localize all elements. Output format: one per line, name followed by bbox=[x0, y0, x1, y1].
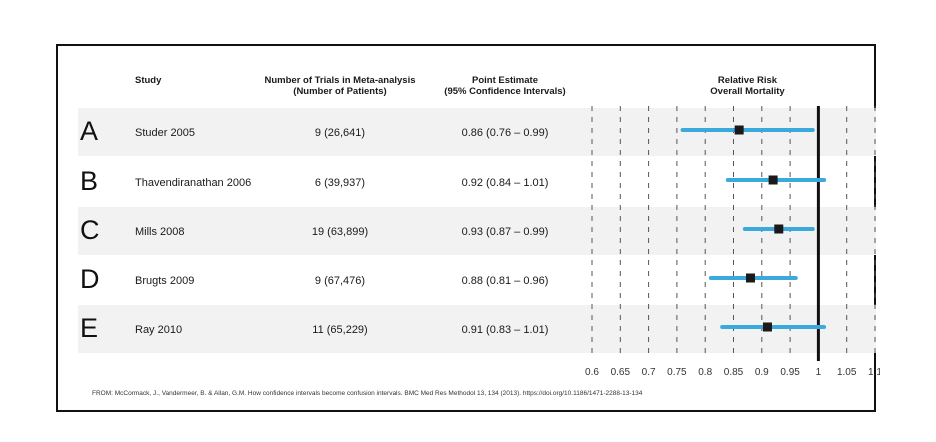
x-tick-label: 0.7 bbox=[642, 367, 656, 378]
x-tick-label: 1 bbox=[816, 367, 822, 378]
header-plot: Relative Risk Overall Mortality bbox=[660, 75, 835, 97]
x-tick-label: 0.75 bbox=[667, 367, 687, 378]
header-estimate-line1: Point Estimate bbox=[472, 75, 538, 86]
study-name: Thavendiranathan 2006 bbox=[135, 177, 252, 189]
header-estimate-line2: (95% Confidence Intervals) bbox=[444, 86, 566, 97]
header-study: Study bbox=[135, 75, 162, 86]
x-tick-label: 1.1 bbox=[868, 367, 880, 378]
x-tick-label: 0.8 bbox=[698, 367, 712, 378]
point-estimate: 0.91 (0.83 – 1.01) bbox=[461, 324, 549, 336]
point-estimate: 0.92 (0.84 – 1.01) bbox=[461, 177, 549, 189]
header-trials-line2: (Number of Patients) bbox=[293, 86, 387, 97]
row-letter: C bbox=[80, 215, 100, 245]
row-letter: B bbox=[80, 166, 99, 196]
point-estimate-c bbox=[774, 224, 784, 234]
study-name: Mills 2008 bbox=[135, 226, 185, 238]
trials-count: 6 (39,937) bbox=[314, 177, 366, 189]
study-name: Studer 2005 bbox=[135, 127, 195, 139]
header-estimate: Point Estimate (95% Confidence Intervals… bbox=[430, 75, 580, 97]
header-trials: Number of Trials in Meta-analysis (Numbe… bbox=[230, 75, 450, 97]
point-estimate-d bbox=[745, 273, 755, 283]
header-plot-line1: Relative Risk bbox=[717, 75, 778, 86]
study-name: Brugts 2009 bbox=[135, 275, 195, 287]
x-tick-label: 0.9 bbox=[755, 367, 769, 378]
row-letter: E bbox=[80, 313, 99, 343]
source-citation: FROM: McCormack, J., Vandermeer, B. & Al… bbox=[92, 390, 643, 397]
row-letter: D bbox=[80, 264, 100, 294]
point-estimate-a bbox=[734, 125, 744, 135]
header-trials-line1: Number of Trials in Meta-analysis bbox=[264, 75, 416, 86]
x-tick-label: 0.65 bbox=[611, 367, 631, 378]
row-letter: A bbox=[80, 116, 99, 146]
point-estimate: 0.88 (0.81 – 0.96) bbox=[461, 275, 549, 287]
x-tick-label: 0.95 bbox=[780, 367, 800, 378]
row-band-c bbox=[78, 207, 876, 255]
trials-count: 9 (67,476) bbox=[314, 275, 366, 287]
trials-count: 19 (63,899) bbox=[311, 226, 369, 238]
header-plot-line2: Overall Mortality bbox=[710, 86, 785, 97]
point-estimate: 0.86 (0.76 – 0.99) bbox=[461, 127, 549, 139]
point-estimate-b bbox=[768, 175, 778, 185]
x-tick-label: 0.85 bbox=[724, 367, 744, 378]
study-name: Ray 2010 bbox=[135, 324, 183, 336]
point-estimate: 0.93 (0.87 – 0.99) bbox=[461, 226, 549, 238]
trials-count: 9 (26,641) bbox=[314, 127, 366, 139]
forest-plot: 0.6 0.65 0.7 0.75 0.8 0.85 0.9 0.95 1 1.05 1.1 bbox=[585, 106, 880, 378]
point-estimate-e bbox=[762, 322, 772, 332]
trials-count: 11 (65,229) bbox=[312, 324, 368, 336]
x-tick-label: 0.6 bbox=[585, 367, 599, 378]
x-tick-label: 1.05 bbox=[837, 367, 857, 378]
